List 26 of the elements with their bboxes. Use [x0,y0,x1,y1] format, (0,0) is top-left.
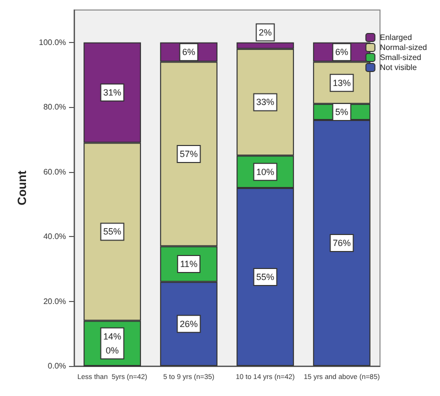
y-tick-label: 60.0% [43,167,66,176]
data-label: 55% [256,272,274,282]
legend-label: Small-sized [380,53,422,62]
data-label: 5% [335,106,348,117]
legend-label: Enlarged [380,33,412,42]
data-label: 11% [180,259,198,270]
data-label: 2% [258,27,272,38]
data-label: 10% [256,166,274,177]
data-label: 33% [256,97,274,108]
y-tick-label: 40.0% [43,232,66,242]
legend-label: Not visible [380,63,418,72]
data-label: 57% [180,149,198,160]
data-label: 6% [182,47,196,58]
y-tick-label: 0.0% [48,362,66,370]
y-axis-title: Count [15,170,29,206]
data-label: 6% [335,47,348,58]
data-label: 55% [103,226,122,237]
data-label: 13% [332,78,351,88]
y-tick-label: 80.0% [43,102,66,112]
data-label: 76% [332,238,351,248]
data-label: 31% [103,88,122,98]
y-tick-label: 20.0% [43,296,66,306]
legend-label: Normal-sized [380,43,428,52]
data-label: 26% [180,318,198,329]
y-tick-label: 100.0% [38,38,66,47]
data-label: 14% 0% [103,331,122,356]
